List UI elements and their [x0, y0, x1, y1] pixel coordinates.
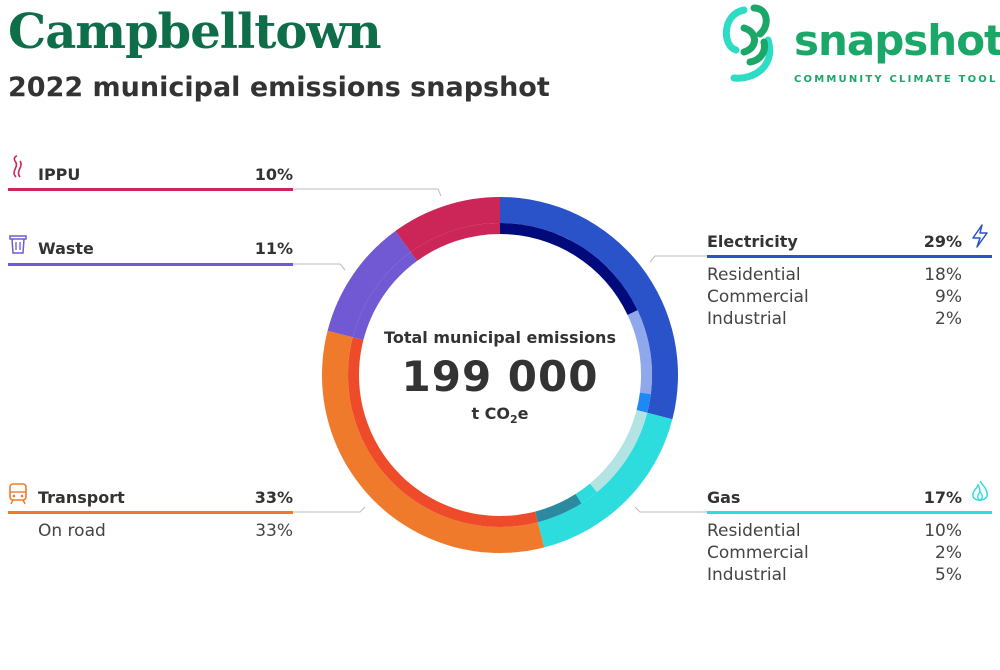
- donut-slice-electricity: [500, 197, 678, 420]
- center-unit: t CO2e: [350, 404, 650, 426]
- donut-sub-slice-transport-0: [347, 337, 538, 528]
- donut-sub-slice-waste: [352, 252, 418, 340]
- legend-value: 33%: [254, 488, 293, 507]
- unit-suffix: e: [517, 404, 529, 423]
- donut-sub-slice-ippu: [410, 223, 500, 261]
- logo-wordmark: snapshot: [794, 16, 1000, 65]
- legend-sub-row: Residential 10%: [707, 521, 962, 543]
- sub-value: 2%: [935, 543, 962, 563]
- legend-bar-ippu: [8, 188, 293, 191]
- sub-label: Industrial: [707, 309, 787, 329]
- leader-line-waste: [293, 263, 346, 271]
- legend-bar-electricity: [707, 255, 992, 258]
- donut-sub-slice-gas-0: [589, 410, 648, 493]
- sub-value: 18%: [924, 265, 962, 285]
- legend-value: 17%: [923, 488, 962, 507]
- unit-prefix: t CO: [471, 404, 511, 423]
- legend-value: 10%: [254, 165, 293, 184]
- legend-value: 11%: [254, 239, 293, 258]
- legend-sub-row: On road 33%: [38, 521, 293, 543]
- donut-slice-transport: [322, 330, 545, 553]
- trash-icon: [9, 235, 27, 254]
- lightning-icon: [972, 224, 988, 248]
- leader-line-electricity: [649, 255, 707, 263]
- legend-label: Transport: [38, 488, 125, 507]
- leader-line-transport: [293, 506, 366, 513]
- sub-label: Commercial: [707, 287, 809, 307]
- flame-icon: [972, 480, 988, 501]
- legend-bar-gas: [707, 511, 992, 514]
- sub-label: Residential: [707, 265, 801, 285]
- donut-sub-slice-gas-2: [535, 494, 582, 523]
- legend-label: Gas: [707, 488, 741, 507]
- donut-slice-waste: [327, 230, 411, 338]
- sub-value: 5%: [935, 565, 962, 585]
- legend-label: IPPU: [38, 165, 81, 184]
- snapshot-logo: snapshot COMMUNITY CLIMATE TOOL: [714, 0, 1000, 90]
- legend-value: 29%: [923, 232, 962, 251]
- center-label: Total municipal emissions: [384, 328, 616, 347]
- legend-gas: Gas 17%: [707, 484, 962, 514]
- sub-label: Commercial: [707, 543, 809, 563]
- leader-line-ippu: [293, 188, 442, 197]
- unit-subscript: 2: [510, 413, 518, 427]
- legend-sub-row: Residential 18%: [707, 265, 962, 287]
- donut-sub-slice-electricity-2: [636, 392, 651, 413]
- sub-label: Industrial: [707, 565, 787, 585]
- legend-electricity: Electricity 29%: [707, 228, 962, 258]
- donut-sub-slice-electricity-0: [500, 223, 638, 315]
- legend-label: Waste: [38, 239, 94, 258]
- sub-value: 10%: [924, 521, 962, 541]
- logo-tagline: COMMUNITY CLIMATE TOOL: [794, 74, 998, 85]
- legend-sub-row: Commercial 2%: [707, 543, 962, 565]
- legend-sub-row: Commercial 9%: [707, 287, 962, 309]
- legend-ippu: IPPU 10%: [38, 161, 293, 191]
- leader-line-gas: [634, 506, 707, 513]
- legend-bar-waste: [8, 263, 293, 266]
- donut-slice-ippu: [395, 197, 500, 253]
- sub-label: On road: [38, 521, 106, 541]
- page-subtitle: 2022 municipal emissions snapshot: [8, 72, 550, 103]
- legend-transport: Transport 33%: [38, 484, 293, 514]
- sub-value: 9%: [935, 287, 962, 307]
- train-icon: [9, 483, 27, 505]
- donut-slice-gas: [537, 412, 673, 548]
- legend-sub-row: Industrial 2%: [707, 309, 962, 331]
- legend-label: Electricity: [707, 232, 798, 251]
- sub-label: Residential: [707, 521, 801, 541]
- donut-sub-slice-electricity-1: [627, 310, 652, 395]
- legend-waste: Waste 11%: [38, 235, 293, 265]
- smoke-icon: [13, 155, 22, 178]
- snapshot-logo-icon: [722, 4, 774, 82]
- center-total-value: 199 000: [401, 352, 599, 401]
- legend-sub-row: Industrial 5%: [707, 565, 962, 587]
- donut-sub-slice-gas-1: [575, 483, 597, 504]
- sub-value: 33%: [255, 521, 293, 541]
- page-title: Campbelltown: [8, 4, 382, 60]
- sub-value: 2%: [935, 309, 962, 329]
- legend-bar-transport: [8, 511, 293, 514]
